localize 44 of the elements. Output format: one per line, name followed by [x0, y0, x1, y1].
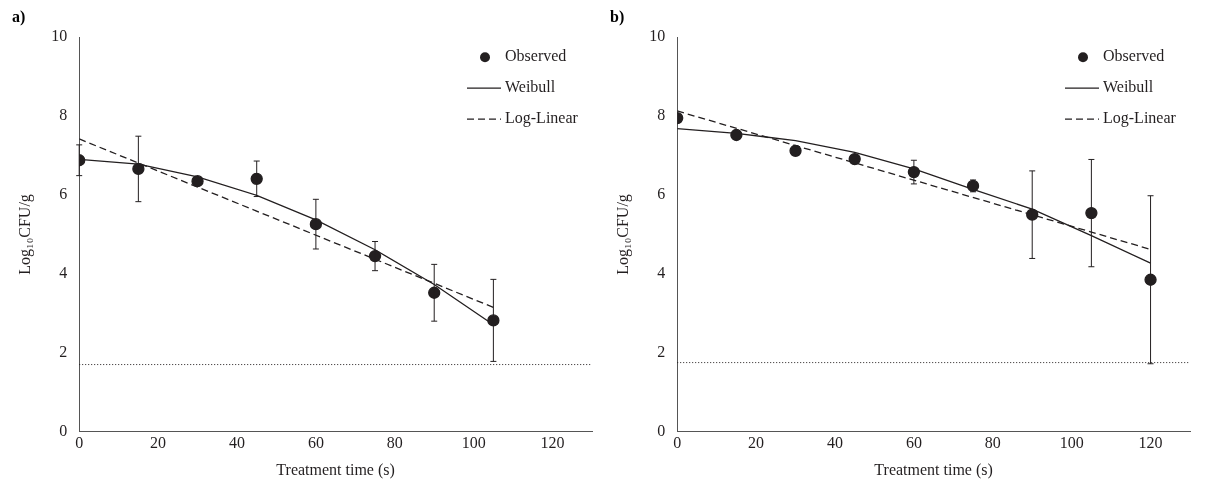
point	[1026, 208, 1039, 221]
legend-label: Weibull	[1103, 78, 1154, 96]
point	[132, 162, 145, 176]
y-tick-label: 10	[649, 27, 666, 45]
y-tick-label: 4	[657, 264, 666, 282]
x-tick-label: 40	[826, 434, 843, 452]
legend-label: Log-Linear	[1103, 109, 1177, 128]
y-tick-label: 8	[59, 106, 68, 124]
x-tick-label: 100	[461, 434, 486, 452]
x-tick-label: 60	[307, 434, 324, 452]
y-axis-title: Log₁₀CFU/g	[15, 194, 34, 275]
x-tick-label: 40	[228, 434, 245, 452]
x-tick-label: 20	[150, 434, 167, 452]
y-tick-label: 10	[51, 27, 68, 45]
y-tick-label: 4	[59, 264, 68, 282]
point	[191, 175, 204, 188]
x-tick-label: 120	[1138, 434, 1163, 452]
x-axis-title: Treatment time (s)	[276, 460, 395, 479]
legend-label: Weibull	[505, 78, 556, 96]
point	[848, 152, 861, 166]
y-tick-label: 0	[59, 421, 68, 439]
x-tick-label: 120	[540, 434, 565, 452]
point	[428, 286, 441, 299]
x-tick-label: 0	[75, 434, 84, 452]
y-tick-label: 2	[657, 342, 666, 360]
y-tick-label: 6	[657, 185, 666, 203]
x-tick-label: 80	[386, 434, 403, 452]
x-tick-label: 100	[1059, 434, 1084, 452]
y-axis-title: Log₁₀CFU/g	[613, 194, 632, 275]
legend-label: Observed	[505, 47, 567, 65]
x-tick-label: 20	[748, 434, 765, 452]
point	[730, 128, 743, 142]
y-tick-label: 2	[59, 342, 68, 360]
x-tick-label: 80	[984, 434, 1001, 452]
chart-title: a)	[12, 7, 26, 26]
x-axis-title: Treatment time (s)	[874, 460, 993, 479]
legend-label: Log-Linear	[505, 109, 579, 128]
chart-title: b)	[610, 7, 625, 26]
y-tick-label: 8	[657, 106, 666, 124]
y-tick-label: 0	[657, 421, 666, 439]
y-tick-label: 6	[59, 185, 68, 203]
x-tick-label: 60	[905, 434, 922, 452]
legend-label: Observed	[1103, 47, 1165, 65]
x-tick-label: 0	[673, 434, 682, 452]
